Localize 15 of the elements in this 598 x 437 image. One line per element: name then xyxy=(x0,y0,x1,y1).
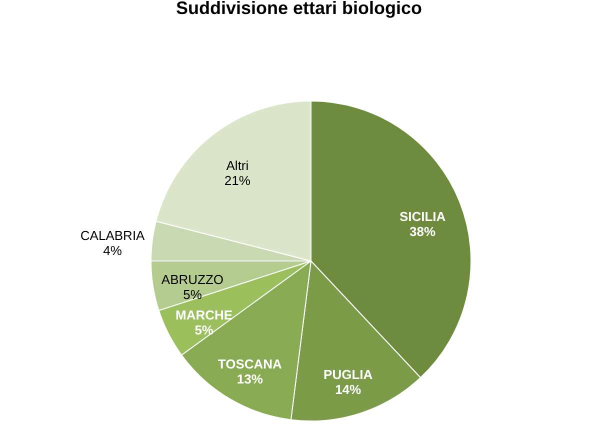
slice-label: MARCHE xyxy=(176,307,233,322)
slice-label: ABRUZZO xyxy=(161,272,224,287)
slice-label: Altri xyxy=(226,158,249,174)
data-label: 21% xyxy=(224,173,251,188)
data-label: 14% xyxy=(335,382,362,398)
slice-label: TOSCANA xyxy=(218,356,283,372)
data-label: 13% xyxy=(236,371,264,386)
slice-label: CALABRIA xyxy=(80,228,146,243)
data-label: 38% xyxy=(410,224,436,239)
data-label: 4% xyxy=(103,242,122,258)
data-label: 5% xyxy=(194,322,214,338)
chart-title: Suddivisione ettari biologico xyxy=(176,0,422,18)
slice-label: SICILIA xyxy=(399,208,446,224)
slice-label: PUGLIA xyxy=(324,367,374,382)
data-label: 5% xyxy=(183,286,202,302)
